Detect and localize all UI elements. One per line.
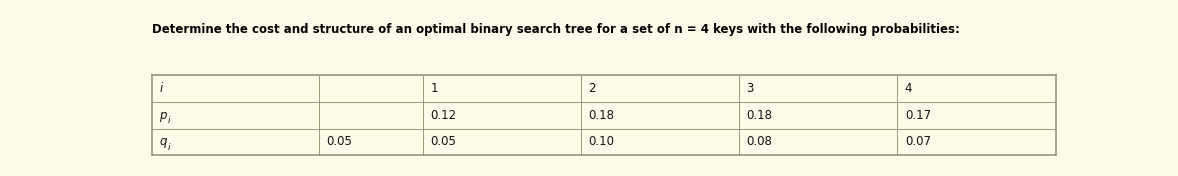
Text: 3: 3 — [747, 82, 754, 95]
Text: i: i — [167, 143, 170, 152]
Text: 0.07: 0.07 — [905, 136, 931, 149]
Text: p: p — [159, 109, 166, 122]
Text: 0.17: 0.17 — [905, 109, 931, 122]
Text: 2: 2 — [589, 82, 596, 95]
Text: 0.05: 0.05 — [430, 136, 456, 149]
Text: 0.18: 0.18 — [589, 109, 615, 122]
Text: 0.18: 0.18 — [747, 109, 773, 122]
Text: 1: 1 — [430, 82, 438, 95]
Text: 0.10: 0.10 — [589, 136, 615, 149]
Text: i: i — [167, 116, 170, 125]
Text: 0.08: 0.08 — [747, 136, 773, 149]
Text: Determine the cost and structure of an optimal binary search tree for a set of n: Determine the cost and structure of an o… — [152, 23, 960, 36]
Text: 4: 4 — [905, 82, 912, 95]
Text: 0.05: 0.05 — [326, 136, 352, 149]
Text: 0.12: 0.12 — [430, 109, 456, 122]
Text: i: i — [159, 82, 163, 95]
Text: q: q — [159, 136, 166, 149]
